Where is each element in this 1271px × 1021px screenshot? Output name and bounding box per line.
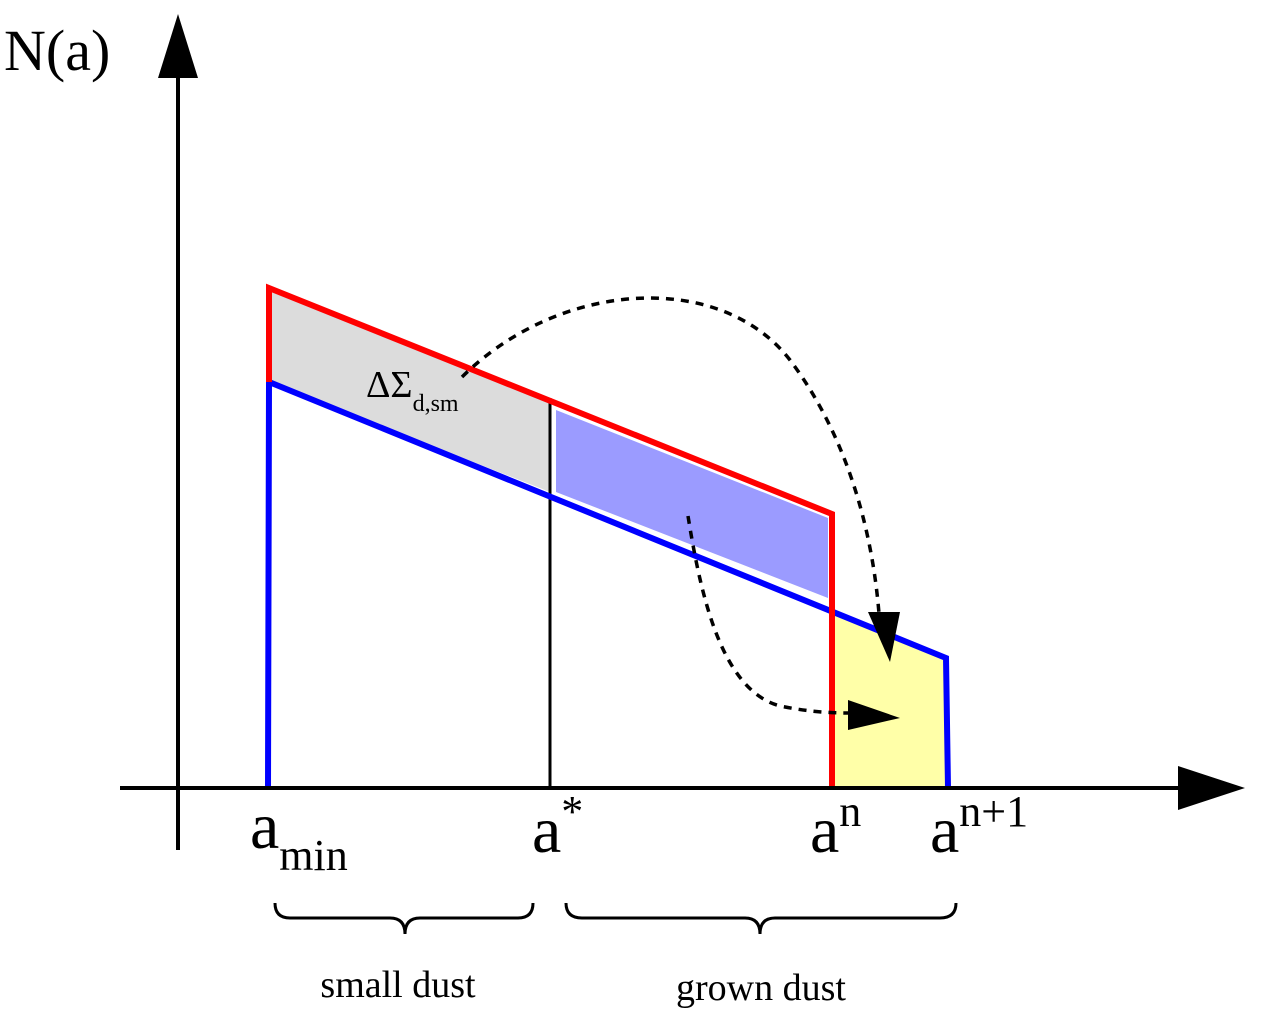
red-distribution-line [266,283,835,788]
tick-a-star-base: a [532,794,561,867]
tick-label-a-star: a* [532,787,583,867]
tick-a-n-base: a [810,794,839,867]
gray-removed-region [269,288,550,492]
dashed-arrow-head-bottom [848,700,900,730]
dashed-arrow-head-top [868,612,900,662]
dashed-arrow-to-new-bin-top [460,296,882,629]
delta-sigma-sub: d,sm [413,391,459,417]
purple-grown-region [556,410,828,598]
tick-a-n1-base: a [930,794,959,867]
blue-distribution-line [265,377,951,789]
yellow-new-bin-region [832,612,946,788]
delta-sigma-annotation: ΔΣd,sm [366,364,459,417]
tick-a-min-base: a [250,790,279,863]
y-axis-arrowhead [158,14,198,78]
y-axis-label: N(a) [4,18,110,83]
tick-label-a-n1: an+1 [930,787,1028,867]
tick-a-n-sup: n [839,787,861,836]
grown-dust-label: grown dust [676,967,846,1009]
delta-sigma-base: ΔΣ [366,364,413,406]
small-dust-brace [273,902,535,935]
tick-a-min-sub: min [279,831,347,880]
tick-label-a-min: amin [250,790,348,880]
tick-a-star-sup: * [561,787,583,836]
grown-dust-brace [564,902,958,935]
tick-a-n1-sup: n+1 [959,787,1028,836]
small-dust-label: small dust [320,964,476,1006]
x-axis-arrowhead [1178,766,1245,810]
tick-label-a-n: an [810,787,861,867]
